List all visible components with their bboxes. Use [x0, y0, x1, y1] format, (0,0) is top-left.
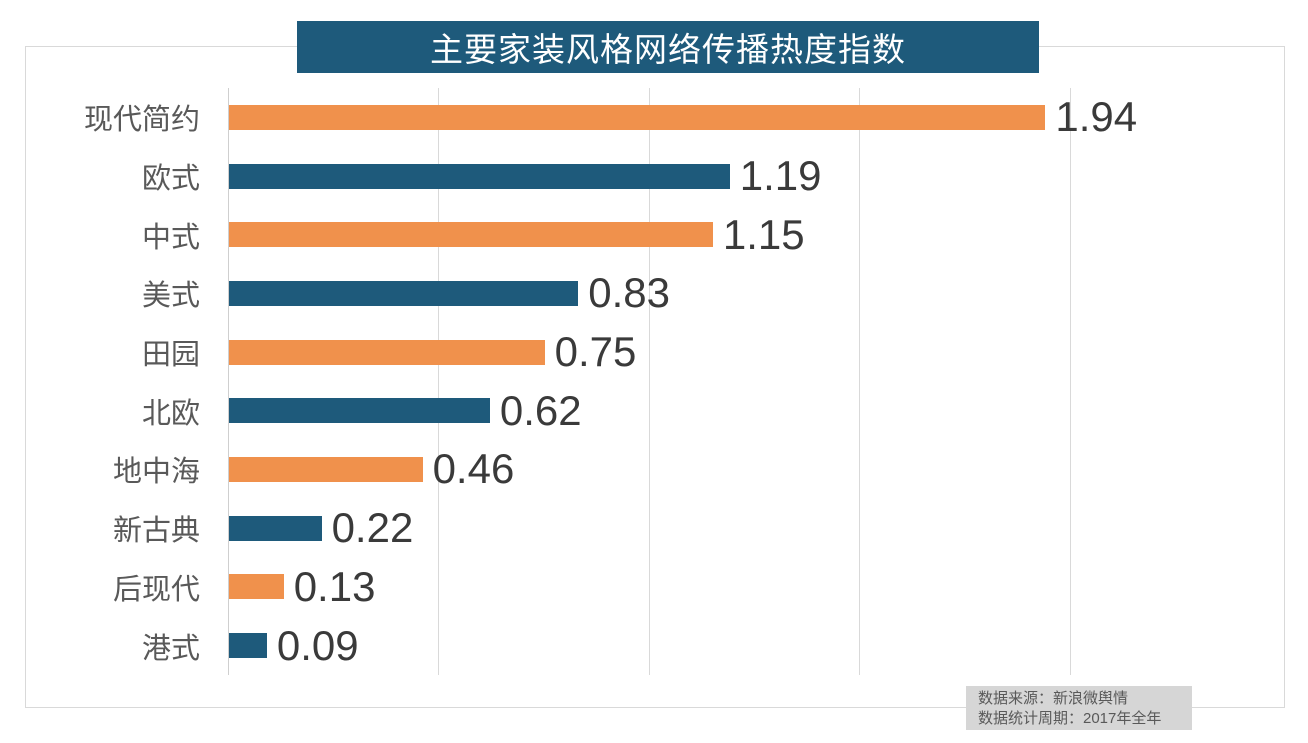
bar	[229, 515, 322, 541]
value-label: 1.94	[1055, 93, 1138, 141]
category-label: 后现代	[112, 573, 200, 606]
gridline-1	[648, 88, 650, 675]
category-label: 新古典	[112, 515, 200, 548]
chart-title: 主要家装风格网络传播热度指数	[430, 31, 906, 68]
gridline-1.5	[859, 88, 861, 675]
value-label: 0.46	[432, 445, 515, 493]
bar	[229, 104, 1046, 130]
bar-row: 现代简约 1.94	[0, 88, 1308, 147]
bar	[229, 222, 713, 248]
y-axis-line	[228, 88, 229, 675]
bar	[229, 163, 730, 189]
category-label: 田园	[141, 339, 200, 372]
category-label: 北欧	[141, 397, 200, 430]
bar-row: 港式 0.09	[0, 616, 1308, 675]
value-label: 0.22	[331, 504, 414, 552]
chart-title-banner: 主要家装风格网络传播热度指数	[297, 21, 1039, 73]
data-period-line: 数据统计周期：2017年全年	[978, 710, 1162, 727]
gridline-0.5	[438, 88, 440, 675]
category-label: 地中海	[112, 456, 200, 489]
bar-row: 北欧 0.62	[0, 381, 1308, 440]
value-label: 0.09	[276, 621, 359, 669]
bar	[229, 456, 423, 482]
bar	[229, 280, 579, 306]
bar-row: 田园 0.75	[0, 323, 1308, 382]
bar-row: 新古典 0.22	[0, 499, 1308, 558]
value-label: 0.83	[588, 269, 670, 317]
bar-rows: 现代简约 1.94 欧式 1.19 中式 1.15 美式 0.83 田园 0.75 北欧 0.62 地中…	[0, 88, 1308, 675]
value-label: 1.19	[739, 152, 822, 200]
gridline-2	[1069, 88, 1071, 675]
bar-row: 后现代 0.13	[0, 558, 1308, 617]
bar	[229, 398, 490, 424]
category-label: 欧式	[141, 163, 200, 196]
bar	[229, 574, 284, 600]
category-label: 现代简约	[83, 104, 200, 137]
bar	[229, 633, 267, 659]
value-label: 0.13	[293, 562, 376, 610]
bar	[229, 339, 545, 365]
bar-row: 欧式 1.19	[0, 147, 1308, 206]
category-label: 港式	[141, 632, 200, 665]
data-source-box: 数据来源：新浪微舆情 数据统计周期：2017年全年	[966, 686, 1192, 730]
category-label: 美式	[141, 280, 200, 313]
value-label: 0.75	[554, 328, 637, 376]
bar-row: 美式 0.83	[0, 264, 1308, 323]
plot-area: 现代简约 1.94 欧式 1.19 中式 1.15 美式 0.83 田园 0.75 北欧 0.62 地中…	[0, 88, 1308, 675]
bar-row: 地中海 0.46	[0, 440, 1308, 499]
value-label: 0.62	[499, 386, 582, 434]
value-label: 1.15	[722, 210, 805, 258]
bar-row: 中式 1.15	[0, 205, 1308, 264]
category-label: 中式	[141, 221, 200, 254]
data-source-line: 数据来源：新浪微舆情	[978, 690, 1129, 707]
